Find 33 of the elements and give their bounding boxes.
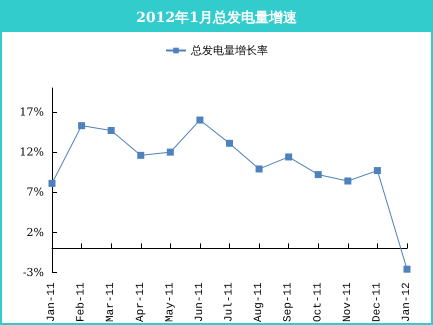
y-tick-label: -3% (22, 266, 44, 279)
point (48, 180, 56, 187)
x-tick-label: Apr-11 (134, 282, 147, 322)
x-tick-label: Jan-12 (401, 282, 413, 322)
point (314, 171, 322, 178)
point (404, 266, 410, 273)
x-tick-label: Jul-11 (224, 282, 236, 322)
point (196, 116, 204, 124)
point (166, 148, 174, 156)
legend-label: 总发电量增长率 (190, 44, 268, 57)
x-tick-label: Aug-11 (253, 282, 266, 322)
point (78, 122, 86, 130)
x-tick-label: Mar-11 (105, 282, 118, 322)
point (108, 126, 115, 134)
x-tick-label: Feb-11 (76, 282, 88, 322)
x-tick-label: Nov-11 (342, 282, 354, 322)
point (256, 165, 263, 172)
x-tick-label: Jun-11 (194, 282, 206, 322)
point (374, 167, 381, 174)
chart-title: 2012年1月总发电量增速 (136, 10, 298, 26)
point (285, 153, 292, 160)
x-tick-label: Jan-11 (46, 282, 58, 322)
y-tick-label: 12% (20, 146, 44, 159)
point (226, 140, 233, 147)
y-tick-label: 7% (26, 186, 44, 199)
x-tick-label: May-11 (164, 282, 176, 322)
y-tick-label: 2% (26, 226, 44, 239)
x-tick-label: Dec-11 (371, 282, 384, 322)
point (137, 152, 144, 159)
point (344, 178, 352, 184)
x-tick-label: Sep-11 (282, 282, 295, 322)
x-tick-label: Oct-11 (312, 282, 324, 322)
y-tick-label: 17% (20, 106, 44, 119)
